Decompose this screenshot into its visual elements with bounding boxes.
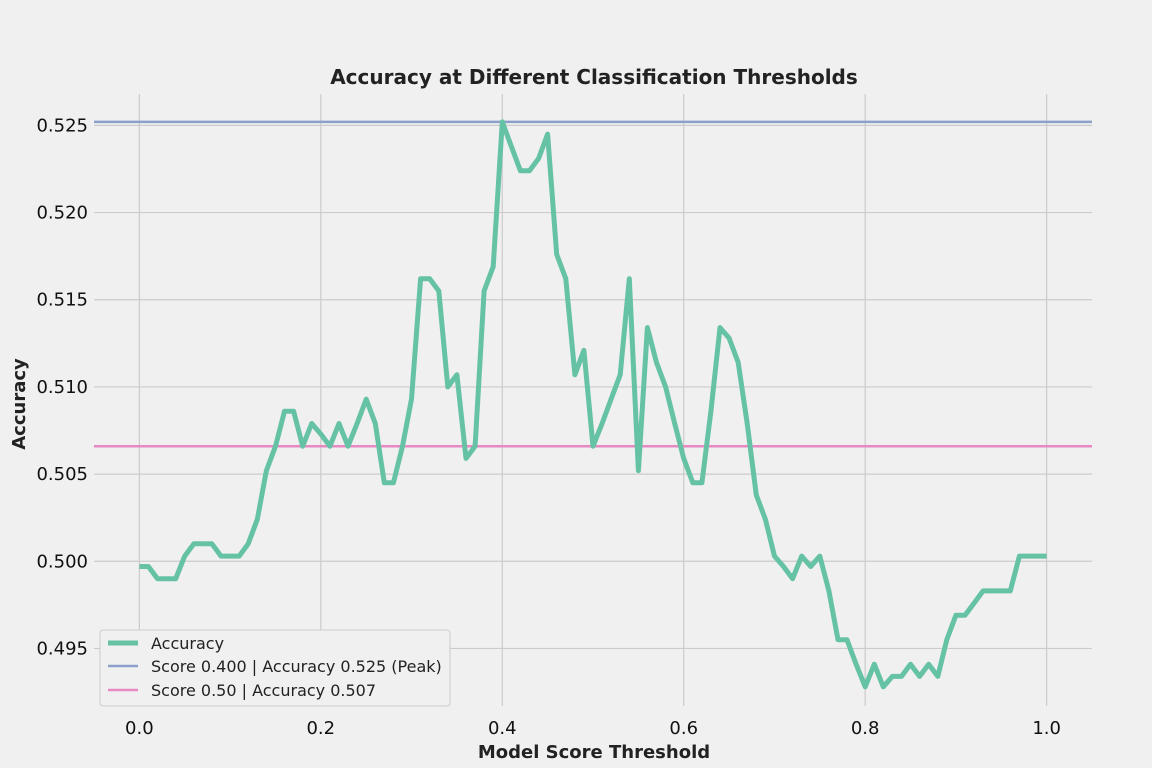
legend-box [99, 629, 451, 707]
y-tick-label-1: 0.500 [36, 551, 88, 572]
y-axis-label: Accuracy [9, 358, 30, 450]
y-tick-labels: 0.495 0.500 0.505 0.510 0.515 0.520 0.525 [36, 115, 88, 659]
legend: Accuracy Score 0.400 | Accuracy 0.525 (P… [99, 629, 451, 707]
x-tick-label-4: 0.8 [851, 718, 880, 739]
x-tick-labels: 0.0 0.2 0.4 0.6 0.8 1.0 [125, 718, 1061, 739]
x-tick-label-3: 0.6 [669, 718, 698, 739]
y-tick-label-2: 0.505 [36, 464, 88, 485]
series-lines [139, 119, 1047, 690]
y-tick-label-3: 0.510 [36, 377, 88, 398]
y-tick-label-6: 0.525 [36, 115, 88, 136]
series-line-accuracy [139, 119, 1047, 690]
chart-title: Accuracy at Different Classification Thr… [330, 65, 858, 89]
y-tick-label-5: 0.520 [36, 203, 88, 224]
x-axis-label: Model Score Threshold [478, 742, 710, 763]
x-tick-label-2: 0.4 [488, 718, 517, 739]
y-tick-label-4: 0.515 [36, 290, 88, 311]
legend-label-default: Score 0.50 | Accuracy 0.507 [151, 681, 376, 700]
legend-label-accuracy: Accuracy [151, 634, 224, 653]
x-tick-label-5: 1.0 [1032, 718, 1061, 739]
x-tick-label-1: 0.2 [306, 718, 335, 739]
y-tick-label-0: 0.495 [36, 638, 88, 659]
x-tick-label-0: 0.0 [125, 718, 154, 739]
grid [94, 94, 1092, 706]
legend-label-peak: Score 0.400 | Accuracy 0.525 (Peak) [151, 657, 442, 676]
